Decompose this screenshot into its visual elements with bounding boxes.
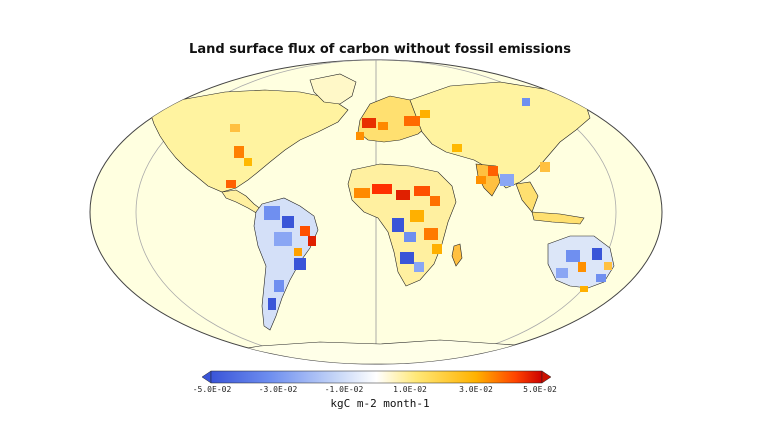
new-zealand: [625, 283, 641, 301]
north-america: [149, 89, 349, 193]
graticule-ring: [135, 60, 617, 364]
colorbar-min-arrow: [201, 370, 212, 384]
map-title: Land surface flux of carbon without foss…: [189, 42, 571, 57]
colorbar-ramp: [210, 370, 543, 384]
flux-hotspots: [226, 110, 612, 292]
colorbar-units: kgC m-2 month-1: [330, 397, 430, 410]
southeast-asia: [515, 181, 539, 213]
colorbar: [201, 370, 552, 384]
greenland: [309, 73, 357, 105]
colorbar-max-arrow: [541, 370, 552, 384]
colorbar-tick-label: 3.0E-02: [459, 385, 493, 394]
colorbar-tick-label: -1.0E-02: [324, 385, 364, 394]
colorbar-tick-label: -5.0E-02: [192, 385, 232, 394]
madagascar: [451, 243, 463, 267]
colorbar-tick-label: 1.0E-02: [393, 385, 427, 394]
colorbar-tick-label: -3.0E-02: [258, 385, 298, 394]
indonesia: [531, 211, 585, 225]
colorbar-tick-label: 5.0E-02: [523, 385, 557, 394]
flux-sinks: [264, 98, 606, 310]
